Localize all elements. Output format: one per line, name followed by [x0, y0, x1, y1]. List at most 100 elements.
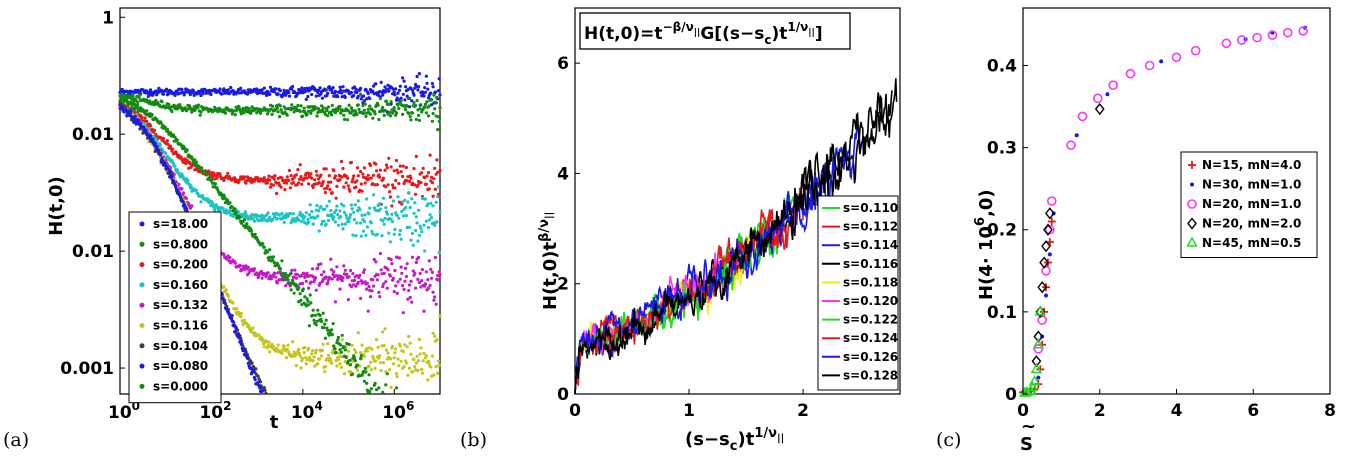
panel-a-point: [336, 335, 340, 339]
panel-a-point: [365, 381, 369, 385]
panel-c-point: [1041, 240, 1051, 253]
panel-a-point: [368, 295, 373, 299]
panel-a-point: [393, 186, 397, 190]
panel-a-point: [321, 342, 325, 346]
panel-a-point: [294, 276, 298, 280]
panel-a-point: [180, 187, 184, 191]
panel-a-point: [437, 251, 441, 255]
panel-a-point: [401, 350, 405, 354]
panel-a-point: [213, 182, 218, 186]
panel-a-point: [280, 211, 284, 216]
panel-a-point: [284, 284, 288, 288]
panel-a-point: [352, 218, 357, 222]
panel-a-point: [312, 318, 316, 322]
panel-a-point: [392, 169, 396, 173]
panel-a-point: [305, 176, 309, 180]
panel-a-point: [381, 330, 385, 334]
panel-a-point: [404, 85, 408, 89]
panel-a-point: [359, 357, 363, 361]
panel-a-point: [160, 100, 164, 104]
panel-b-ytick-label: 6: [557, 54, 569, 74]
panel-a-point: [355, 166, 360, 170]
panel-c-point: [1032, 338, 1045, 349]
panel-a-point: [311, 222, 315, 226]
panel-a-point: [368, 206, 372, 210]
panel-a-point: [222, 193, 226, 197]
panel-a-point: [360, 189, 364, 193]
panel-a-point: [383, 108, 387, 112]
panel-a-point: [333, 174, 337, 178]
panel-a-point: [401, 311, 405, 315]
panel-a-point: [252, 267, 256, 271]
panel-a-legend-label: s=0.116: [153, 319, 208, 333]
panel-a-point: [383, 216, 387, 220]
panel-a-point: [364, 370, 368, 374]
panel-a-point: [376, 273, 380, 277]
panel-a-legend-box: [128, 211, 222, 404]
panel-a-point: [420, 268, 424, 272]
panel-a-point: [330, 361, 334, 365]
panel-a-point: [333, 347, 337, 351]
panel-a-point: [388, 195, 392, 199]
panel-a-point: [436, 89, 441, 93]
panel-a-point: [239, 342, 243, 347]
panel-a-point: [253, 232, 257, 236]
panel-a-point: [426, 278, 430, 282]
panel-a-point: [433, 334, 437, 338]
panel-a-point: [425, 81, 429, 85]
panel-a-point: [330, 191, 334, 195]
panel-c-point: [1190, 45, 1201, 56]
panel-a-point: [243, 349, 247, 354]
panel-a-point: [426, 114, 431, 118]
panel-a-point: [438, 272, 442, 276]
panel-a-point: [438, 106, 442, 110]
panel-a-point: [366, 107, 370, 111]
panel-b-ytick-label: 0: [557, 385, 569, 405]
panel-a-point: [423, 249, 427, 253]
panel-a-point: [297, 351, 302, 355]
panel-a-point: [300, 281, 305, 286]
panel-a-point: [302, 271, 306, 276]
panel-a-point: [255, 111, 259, 115]
panel-a-point: [333, 300, 337, 304]
panel-a-point: [359, 354, 363, 358]
panel-a-point: [377, 117, 381, 122]
panel-a-point: [320, 354, 324, 358]
panel-a-point: [359, 351, 363, 355]
panel-a-point: [297, 181, 301, 185]
panel-a-point: [314, 348, 318, 352]
panel-c-point: [1043, 223, 1053, 236]
panel-a-point: [416, 369, 420, 373]
panel-a-point: [420, 94, 424, 98]
panel-a-point: [339, 354, 343, 359]
panel-a-point: [266, 211, 270, 215]
panel-a-point: [399, 170, 403, 174]
panel-a-point: [338, 287, 342, 291]
panel-a-point: [329, 257, 333, 261]
panel-a-point: [350, 372, 354, 376]
panel-a-point: [273, 174, 277, 178]
panel-a-point: [242, 175, 247, 179]
panel-a-point: [233, 207, 237, 211]
panel-a-ytick-label: 1: [102, 8, 114, 28]
panel-a-point: [324, 275, 328, 279]
panel-a-point: [381, 282, 386, 286]
panel-a-point: [403, 98, 407, 102]
panel-a-point: [365, 197, 369, 201]
panel-a-point: [131, 117, 135, 121]
panel-c-point: [1125, 68, 1136, 79]
panel-a-point: [373, 112, 377, 116]
panel-c-legend-box: [1180, 151, 1318, 258]
panel-a-point: [346, 349, 350, 353]
panel-a-point: [414, 154, 418, 158]
panel-a-point: [310, 176, 314, 180]
panel-a-point: [356, 174, 360, 178]
panel-a-point: [123, 96, 127, 100]
panel-c-point: [1030, 362, 1043, 374]
panel-a-point: [300, 356, 305, 360]
panel-a-point: [236, 180, 240, 185]
panel-a-point: [380, 234, 384, 238]
panel-a-point: [331, 86, 335, 90]
panel-a-point: [420, 367, 424, 371]
panel-a-point: [362, 166, 366, 170]
